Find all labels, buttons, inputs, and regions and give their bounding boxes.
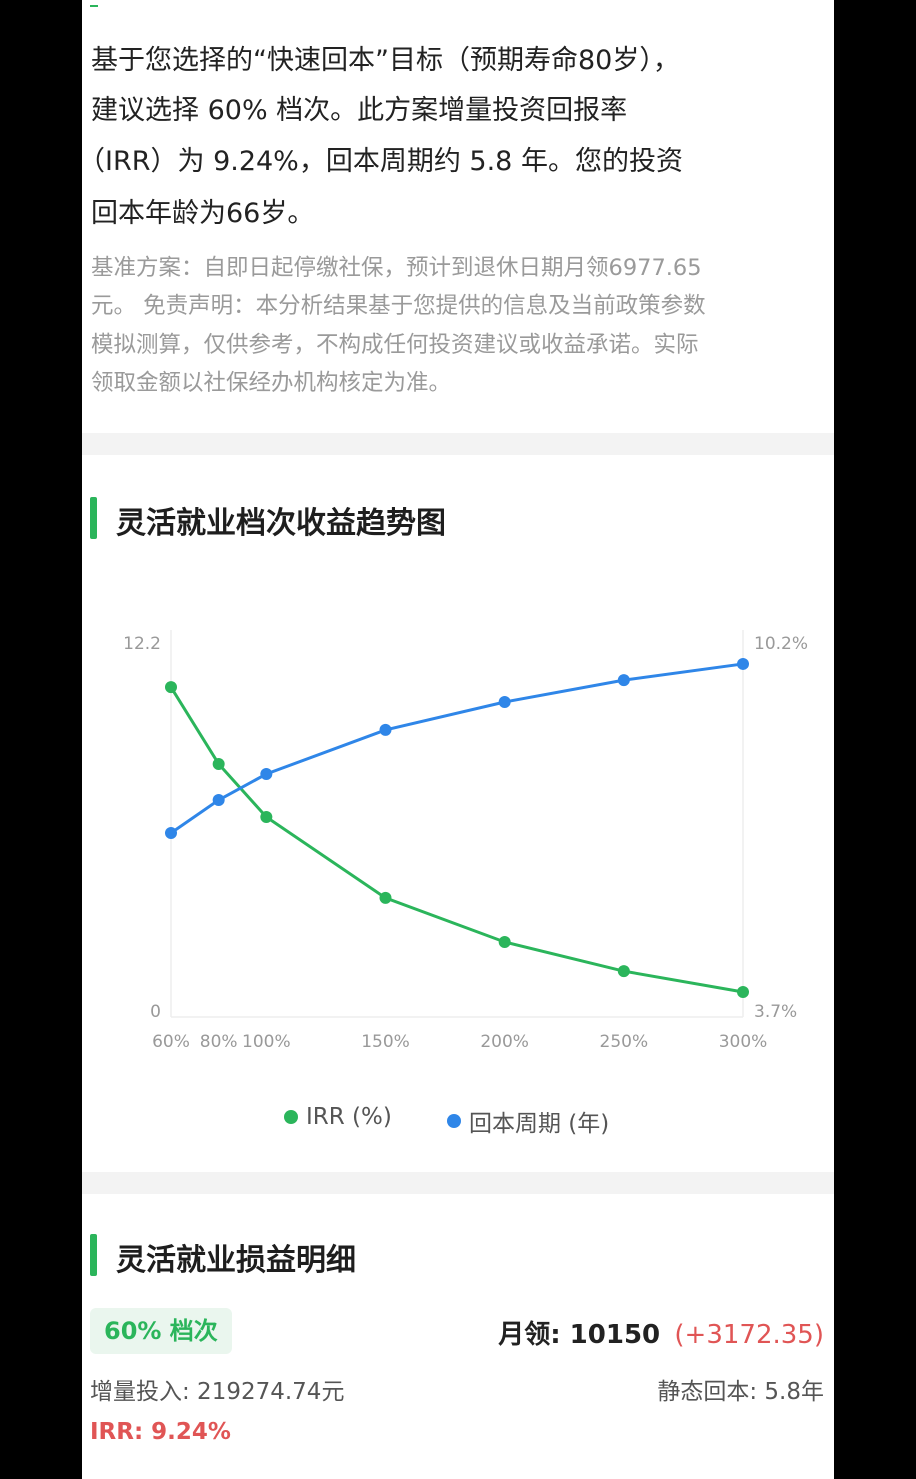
irr-point[interactable] [737,985,749,998]
static-payback: 静态回本: 5.8年 [657,1379,824,1405]
trend-chart: 12.2 0 10.2% 3.7% 60% 80% 100% 150% 200% 250%… [123,630,808,1052]
monthly-delta: (+3172.35) [674,1320,824,1350]
monthly-amount: 月领: 10150 [498,1320,661,1350]
disclaimer-line: 元。 免责声明：本分析结果基于您提供的信息及当前政策参数 [91,293,706,319]
y-right-tick-label: 10.2% [754,634,808,654]
x-tick-label: 200% [480,1032,529,1052]
section-divider [82,1172,834,1194]
irr-point[interactable] [165,681,177,694]
summary-line: 回本年龄为66岁。 [91,198,315,229]
legend-irr-dot-icon [284,1110,298,1124]
irr-line [169,686,744,994]
tier-badge: 60% 档次 [90,1308,232,1354]
x-tick-label: 60% [152,1032,190,1052]
summary-line: 基于您选择的“快速回本”目标（预期寿命80岁）， [91,45,680,76]
y-left-tick-label: 0 [150,1002,161,1022]
irr-point[interactable] [617,965,630,978]
payback-point[interactable] [379,723,392,736]
irr-point[interactable] [379,891,392,904]
monthly-pension: 月领: 10150 (+3172.35) [498,1314,824,1351]
summary-line: 建议选择 60% 档次。此方案增量投资回报率 [91,95,628,126]
irr-point[interactable] [260,810,273,823]
trend-title: 灵活就业档次收益趋势图 [116,506,446,541]
irr-value: IRR: 9.24% [90,1419,231,1445]
payback-point[interactable] [165,827,177,840]
y-left-tick-label: 12.2 [123,634,161,654]
irr-point[interactable] [212,757,225,770]
top-marker [90,5,98,7]
x-tick-label: 100% [242,1032,291,1052]
payback-point[interactable] [212,794,225,807]
section-accent-bar [90,1234,97,1276]
payback-point[interactable] [617,674,630,687]
incremental-investment: 增量投入: 219274.74元 [90,1379,345,1405]
disclaimer-line: 模拟测算，仅供参考，不构成任何投资建议或收益承诺。实际 [91,332,699,358]
x-tick-label: 150% [361,1032,410,1052]
x-tick-label: 300% [719,1032,768,1052]
payback-point[interactable] [260,768,273,781]
disclaimer-line: 基准方案：自即日起停缴社保，预计到退休日期月领6977.65 [91,255,702,281]
trend-card [82,455,834,1172]
y-right-tick-label: 3.7% [754,1002,797,1022]
section-accent-bar [90,497,97,539]
legend-payback-dot-icon [447,1114,461,1128]
irr-point[interactable] [498,935,511,948]
payback-point[interactable] [737,657,749,670]
x-tick-label: 80% [200,1032,238,1052]
legend-payback-label: 回本周期 (年) [469,1111,610,1137]
legend-irr-label: IRR (%) [306,1104,392,1130]
summary-card: 基于您选择的“快速回本”目标（预期寿命80岁）， 建议选择 60% 档次。此方案… [78,0,834,433]
summary-line: （IRR）为 9.24%，回本周期约 5.8 年。您的投资 [78,146,683,177]
section-divider [82,433,834,455]
legend-irr[interactable]: IRR (%) [284,1104,392,1130]
disclaimer-line: 领取金额以社保经办机构核定为准。 [91,370,452,396]
legend-payback[interactable]: 回本周期 (年) [447,1104,609,1138]
payback-point[interactable] [498,696,511,709]
x-tick-label: 250% [600,1032,649,1052]
detail-title: 灵活就业损益明细 [116,1243,356,1278]
